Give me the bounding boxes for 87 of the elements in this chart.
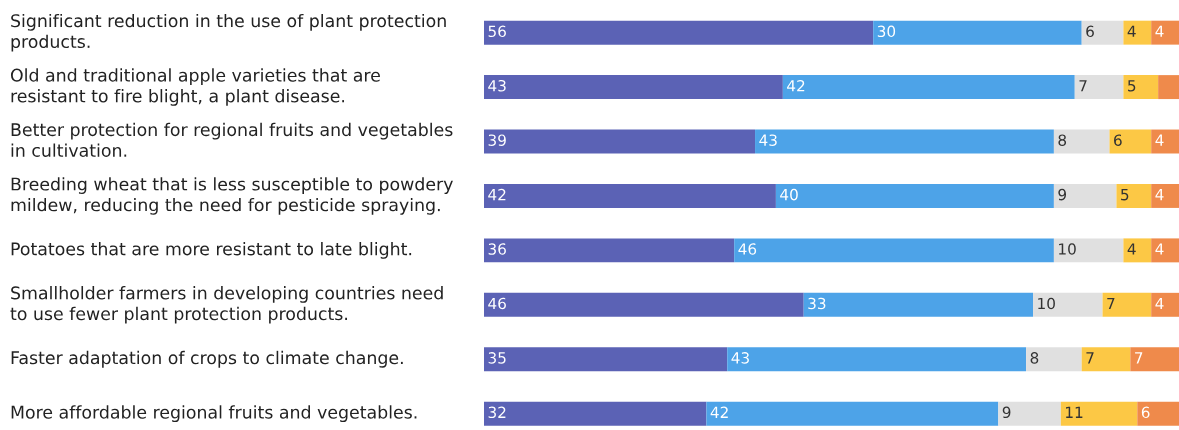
y-tick-label: Potatoes that are more resistant to late blight.	[11, 241, 412, 259]
bar	[1060, 401, 1138, 426]
data-label: 42	[787, 79, 805, 92]
data-label: 5	[1128, 80, 1136, 92]
bar	[1137, 401, 1179, 426]
bar	[1123, 238, 1152, 263]
bar	[1053, 183, 1117, 208]
data-label: 4	[1155, 189, 1164, 201]
bar	[1053, 129, 1110, 154]
data-label: 9	[1002, 406, 1011, 419]
data-label: 42	[710, 406, 728, 418]
bar	[873, 20, 1082, 45]
bar	[484, 347, 728, 372]
bar	[484, 292, 804, 317]
bar	[1074, 75, 1124, 100]
data-label: 9	[1058, 188, 1067, 201]
bar	[706, 401, 999, 426]
bar	[1151, 129, 1179, 154]
data-label: 8	[1058, 134, 1067, 146]
bar	[1109, 129, 1152, 154]
data-label: 43	[488, 79, 506, 92]
data-label: 7	[1079, 80, 1087, 92]
data-label: 43	[731, 352, 749, 364]
data-label: 43	[759, 134, 777, 146]
bar	[484, 20, 874, 45]
bar	[1151, 238, 1179, 263]
bar	[484, 129, 756, 154]
bar	[1033, 292, 1103, 317]
data-label: 7	[1086, 352, 1094, 364]
data-label: 6	[1086, 25, 1094, 38]
data-label: 7	[1107, 297, 1115, 310]
data-label: 5	[1121, 189, 1129, 201]
bar	[775, 183, 1054, 208]
bar	[484, 75, 783, 100]
bar	[1158, 75, 1179, 100]
data-label: 10	[1038, 297, 1055, 310]
bar	[727, 347, 1027, 372]
data-label: 10	[1059, 243, 1076, 255]
bar	[1130, 347, 1179, 372]
bar	[484, 401, 707, 426]
data-label: 46	[488, 297, 506, 310]
data-label: 4	[1155, 297, 1164, 310]
y-tick-label: Significant reduction in the use of plant protection products.	[11, 13, 446, 52]
y-tick-label: Old and traditional apple varieties that are resistant to fire blight, a plant disease.	[10, 68, 380, 106]
data-label: 4	[1155, 243, 1164, 255]
y-tick-label: Breeding wheat that is less susceptible to powdery mildew, reducing the need for pesticide spraying.	[11, 177, 453, 215]
data-label: 33	[808, 297, 826, 310]
y-tick-label: Better protection for regional fruits and vegetables in cultivation.	[11, 122, 453, 157]
bar	[782, 75, 1075, 100]
data-label: 4	[1155, 134, 1164, 146]
bar	[1116, 183, 1152, 208]
bar	[1151, 292, 1179, 317]
data-label: 46	[738, 243, 757, 255]
bar	[803, 292, 1034, 317]
data-label: 36	[488, 243, 506, 255]
bar	[734, 238, 1054, 263]
data-label: 42	[488, 188, 506, 201]
bar	[755, 129, 1054, 154]
data-label: 8	[1030, 352, 1039, 364]
data-label: 6	[1141, 406, 1150, 419]
data-label: 11	[1066, 406, 1083, 418]
data-label: 35	[488, 352, 506, 364]
bar	[1123, 20, 1152, 45]
y-tick-label: Faster adaptation of crops to climate change.	[11, 350, 403, 368]
data-label: 4	[1127, 243, 1136, 255]
data-label: 4	[1155, 25, 1164, 37]
y-tick-label: More affordable regional fruits and vegetables.	[11, 405, 417, 423]
bar	[484, 183, 776, 208]
bar	[1151, 20, 1179, 45]
data-label: 40	[780, 188, 798, 201]
data-label: 6	[1114, 134, 1122, 146]
bar	[1081, 347, 1131, 372]
bar	[1053, 238, 1124, 263]
data-label: 7	[1135, 352, 1143, 364]
data-label: 30	[877, 25, 896, 38]
bar	[1123, 75, 1159, 100]
bar	[1081, 20, 1124, 45]
bar	[1026, 347, 1082, 372]
data-label: 4	[1127, 25, 1136, 37]
data-label: 39	[488, 134, 506, 146]
data-label: 32	[488, 406, 506, 419]
bar	[998, 401, 1061, 426]
data-label: 56	[488, 25, 506, 38]
bar	[1102, 292, 1152, 317]
bar	[1151, 183, 1179, 208]
y-tick-label: Smallholder farmers in developing countries need to use fewer plant protection products.	[10, 286, 443, 324]
bar	[484, 238, 735, 263]
